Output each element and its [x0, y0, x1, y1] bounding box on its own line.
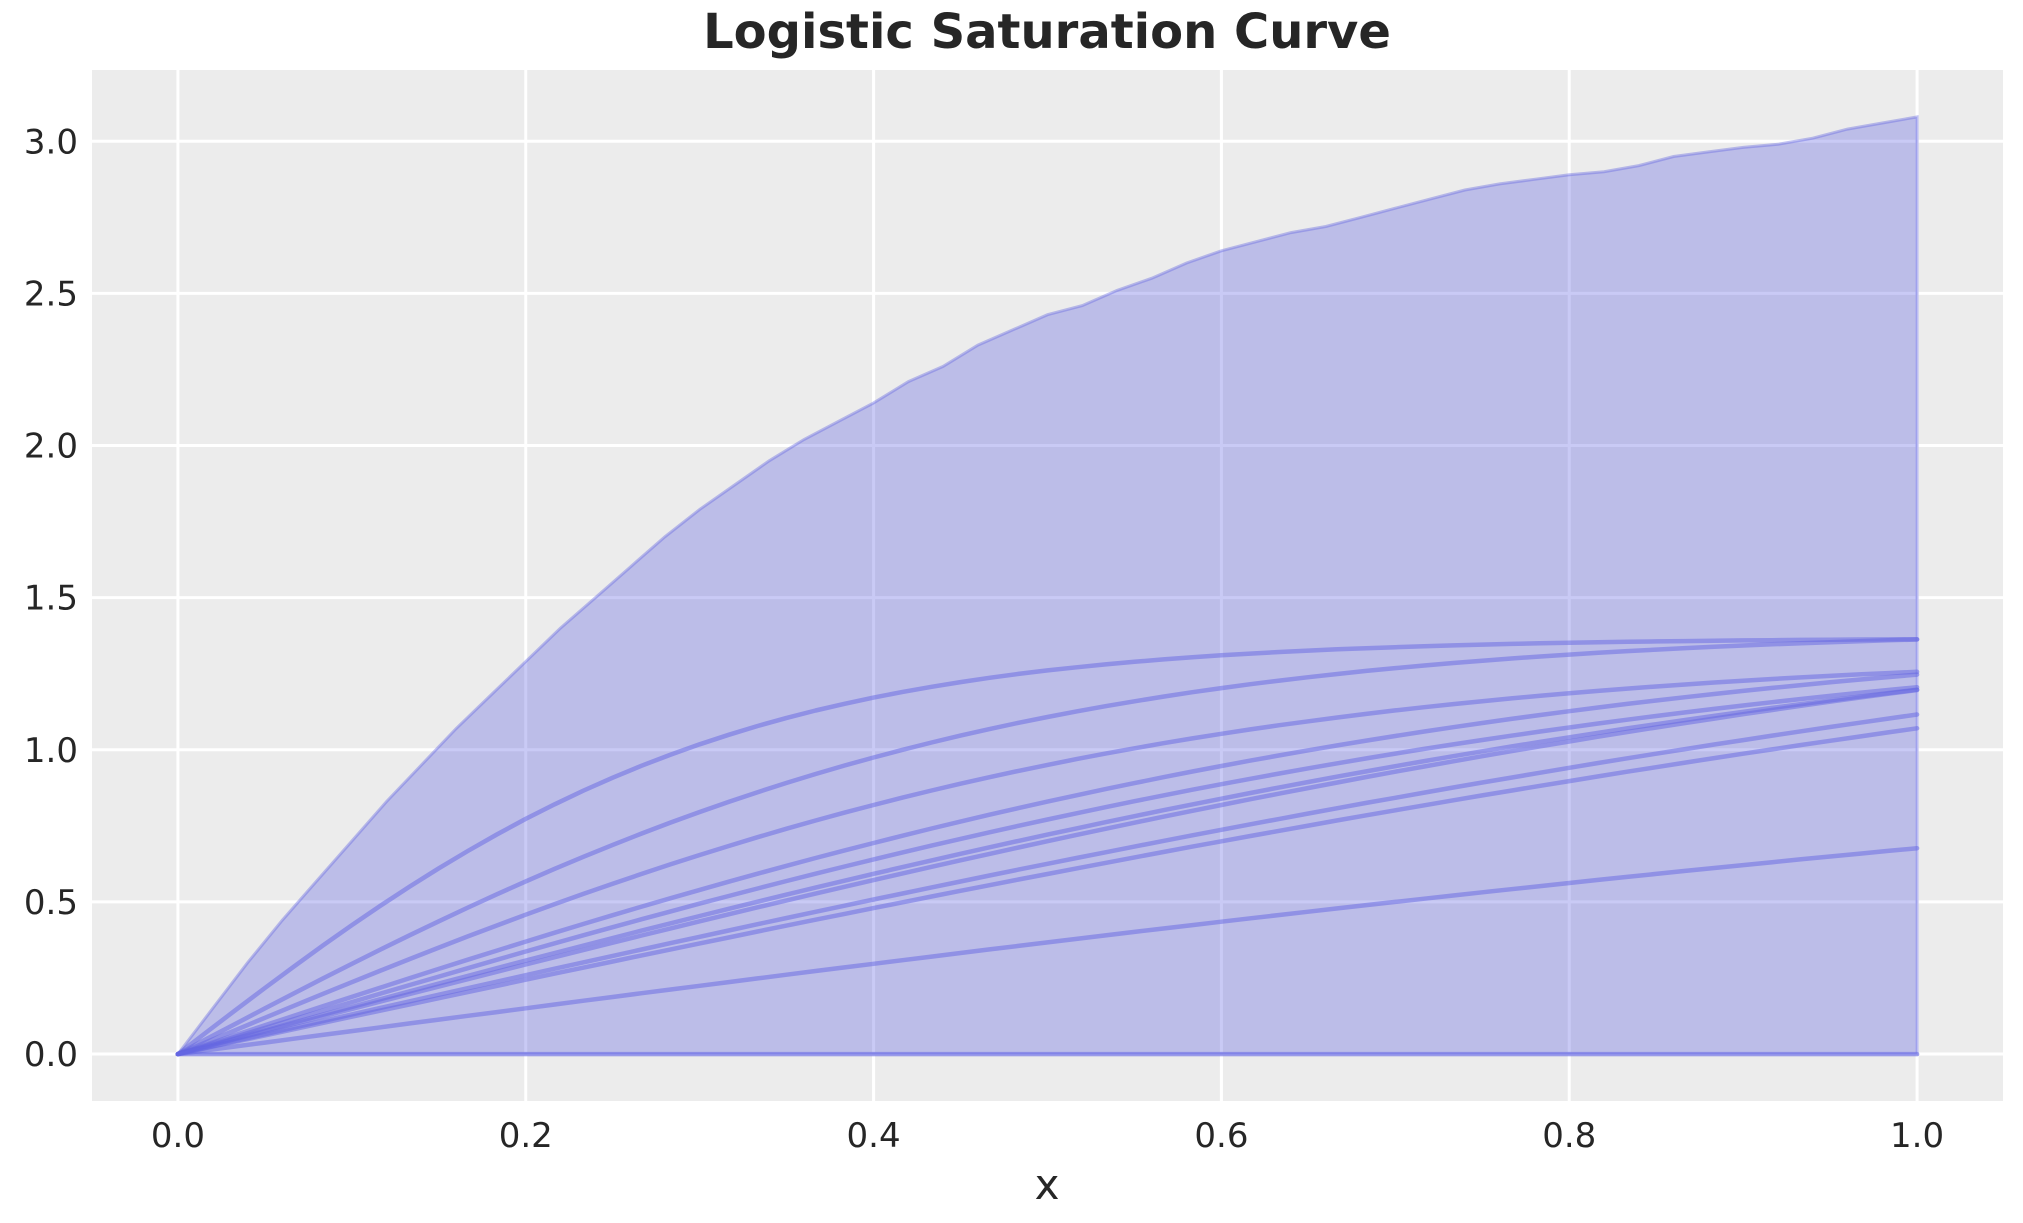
y-tick-label: 0.0: [24, 1035, 78, 1075]
sample-curve: [175, 845, 1920, 1057]
sample-curve: [175, 687, 1920, 1057]
sample-curve: [175, 726, 1920, 1057]
x-tick-label: 0.2: [499, 1116, 553, 1156]
sample-curve: [175, 637, 1920, 1057]
y-tick-label: 2.5: [24, 274, 78, 314]
y-tick-label: 1.5: [24, 579, 78, 619]
y-tick-label: 2.0: [24, 427, 78, 467]
sample-curve: [175, 712, 1920, 1057]
x-tick-label: 0.6: [1194, 1116, 1248, 1156]
x-tick-label: 1.0: [1890, 1116, 1944, 1156]
chart-title: Logistic Saturation Curve: [703, 4, 1391, 60]
sample-curve: [175, 636, 1920, 1057]
y-tick-label: 1.0: [24, 731, 78, 771]
plot-area-background: [92, 70, 2003, 1101]
sample-curve: [175, 684, 1920, 1057]
y-tick-label: 0.5: [24, 883, 78, 923]
sample-curve: [175, 669, 1920, 1057]
sample-curve: [175, 672, 1920, 1057]
x-tick-label: 0.8: [1542, 1116, 1596, 1156]
x-tick-label: 0.0: [151, 1116, 205, 1156]
x-tick-label: 0.4: [847, 1116, 901, 1156]
data-layer: [174, 115, 1920, 1057]
uncertainty-band: [174, 115, 1919, 1056]
tick-layer: 0.0 0.2 0.4 0.6 0.8 1.0 0.0 0.5 1.0 1.5 2.0 2.5 3.0: [24, 122, 1944, 1156]
y-tick-label: 3.0: [24, 122, 78, 162]
sample-curve: [175, 687, 1920, 1057]
x-axis-label: x: [1035, 1160, 1060, 1209]
